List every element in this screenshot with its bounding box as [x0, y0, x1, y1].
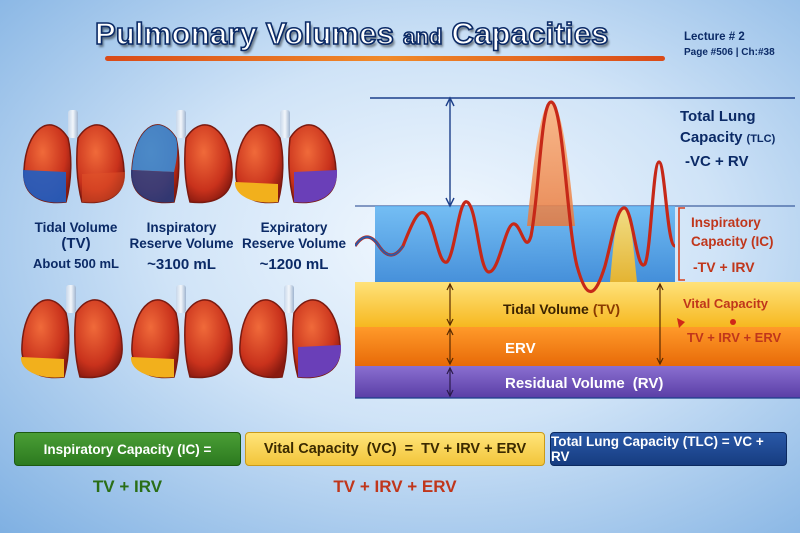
title-main: Pulmonary Volumes: [94, 15, 395, 52]
label-expiratory-reserve: Expiratory Reserve Volume ~1200 mL: [238, 220, 350, 273]
ic-label-line2: Capacity (IC): [691, 234, 774, 249]
ic-formula-result: TV + IRV: [92, 477, 163, 496]
ic-formula-box: Inspiratory Capacity (IC) =: [14, 432, 241, 466]
tv-value: About 500 mL: [33, 256, 119, 271]
ic-formula: -TV + IRV: [693, 259, 755, 275]
page-title: Pulmonary Volumes and Capacities: [94, 15, 609, 52]
lung-pair-bottom-1: [20, 285, 123, 379]
tlc-formula: -VC + RV: [685, 153, 749, 170]
tlc-label-line2: Capacity (TLC): [680, 129, 776, 146]
erv-value: ~1200 mL: [259, 256, 329, 273]
tv-name-1: Tidal Volume: [34, 220, 118, 235]
erv-name-1: Expiratory: [260, 220, 328, 235]
spirogram-waveform: [355, 100, 677, 293]
lungs-illustration: [20, 110, 342, 379]
lung-pair-irv: [130, 110, 233, 204]
irv-value: ~3100 mL: [147, 256, 216, 273]
lecture-info: Lecture # 2 Page #506 | Ch:#38: [684, 30, 775, 60]
vc-label: Vital Capacity: [683, 296, 769, 311]
ic-label-line1: Inspiratory: [691, 215, 761, 230]
erv-band: [355, 327, 800, 366]
title-underline: [105, 56, 665, 61]
vc-formula: TV + IRV + ERV: [687, 330, 782, 345]
title-end: Capacities: [451, 15, 609, 52]
tlc-arrow: [445, 96, 455, 208]
lung-pair-erv: [234, 110, 338, 204]
rv-band-label: Residual Volume (RV): [505, 375, 663, 392]
tlc-label-line1: Total Lung: [680, 108, 756, 125]
tv-arrow: [446, 282, 454, 327]
irv-name-1: Inspiratory: [146, 220, 217, 235]
erv-arrow: [446, 327, 454, 366]
ic-bracket: [678, 207, 685, 281]
tv-name-2: (TV): [61, 235, 91, 252]
vc-formula-box: Vital Capacity (VC) = TV + IRV + ERV: [245, 432, 545, 466]
irv-name-2: Reserve Volume: [129, 236, 234, 251]
lung-pair-tv: [22, 110, 126, 204]
rv-arrow: [446, 366, 454, 398]
lung-pair-bottom-3: [239, 285, 342, 379]
vc-formula-result: TV + IRV + ERV: [333, 477, 457, 496]
page-title-block: Pulmonary Volumes and Capacities: [94, 8, 675, 61]
spirogram-diagram: Total Lung Capacity (TLC) -VC + RV Inspir…: [355, 96, 800, 399]
peak-fill: [527, 102, 575, 226]
erv-name-2: Reserve Volume: [241, 236, 347, 251]
tlc-formula-box: Total Lung Capacity (TLC) = VC + RV: [550, 432, 787, 466]
tv-band: [355, 282, 800, 327]
vc-pointer-icon: [677, 318, 685, 328]
vc-dot: [730, 319, 736, 325]
title-and: and: [402, 23, 443, 50]
label-tidal-volume: Tidal Volume (TV) About 500 mL: [22, 220, 130, 271]
lecture-number: Lecture # 2: [684, 31, 745, 43]
vc-arrow: [656, 282, 664, 366]
page-reference: Page #506 | Ch:#38: [684, 47, 775, 58]
lung-pair-bottom-2: [130, 285, 233, 379]
rv-band: [355, 366, 800, 398]
tv-band-label: Tidal Volume (TV): [503, 301, 620, 317]
erv-band-label: ERV: [505, 340, 536, 357]
label-inspiratory-reserve: Inspiratory Reserve Volume ~3100 mL: [124, 220, 239, 273]
